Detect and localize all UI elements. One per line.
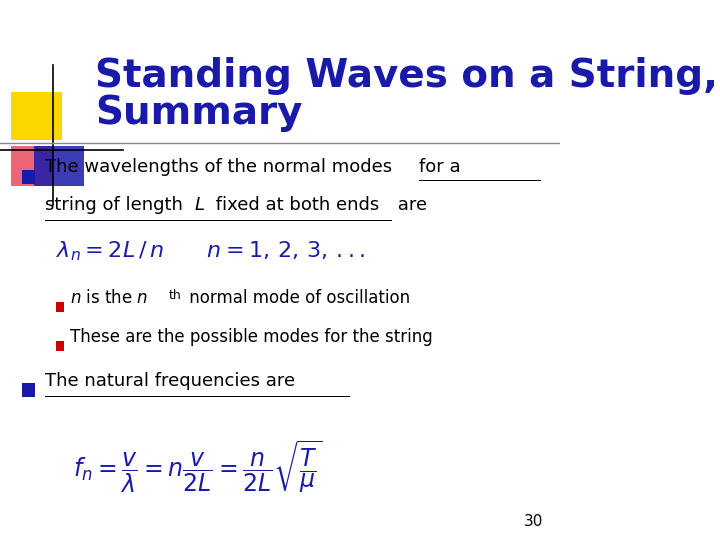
FancyBboxPatch shape: [12, 92, 62, 140]
Text: string of length: string of length: [45, 197, 189, 214]
Text: $\lambda_n = 2L\,/\,n \qquad n = 1,\,2,\,3,\,...$: $\lambda_n = 2L\,/\,n \qquad n = 1,\,2,\…: [56, 239, 365, 263]
Text: fixed at both ends: fixed at both ends: [210, 197, 379, 214]
FancyBboxPatch shape: [22, 383, 35, 397]
Text: L: L: [195, 197, 205, 214]
Text: $f_n = \dfrac{v}{\lambda} = n\dfrac{v}{2L} = \dfrac{n}{2L}\sqrt{\dfrac{T}{\mu}}$: $f_n = \dfrac{v}{\lambda} = n\dfrac{v}{2…: [73, 439, 323, 496]
Text: are: are: [392, 197, 427, 214]
Text: These are the possible modes for the string: These are the possible modes for the str…: [70, 328, 433, 346]
Text: The natural frequencies are: The natural frequencies are: [45, 373, 295, 390]
FancyBboxPatch shape: [22, 170, 35, 184]
FancyBboxPatch shape: [12, 146, 53, 186]
Text: $n$ is the $n$: $n$ is the $n$: [70, 289, 148, 307]
FancyBboxPatch shape: [45, 396, 350, 397]
FancyBboxPatch shape: [34, 146, 84, 186]
Text: th: th: [169, 289, 182, 302]
FancyBboxPatch shape: [45, 220, 392, 221]
Text: for a: for a: [419, 158, 461, 176]
Text: Summary: Summary: [95, 94, 302, 132]
Text: The wavelengths of the normal modes: The wavelengths of the normal modes: [45, 158, 397, 176]
FancyBboxPatch shape: [56, 341, 64, 351]
FancyBboxPatch shape: [56, 302, 64, 312]
Text: 30: 30: [524, 514, 544, 529]
Text: Standing Waves on a String,: Standing Waves on a String,: [95, 57, 719, 94]
Text: normal mode of oscillation: normal mode of oscillation: [184, 289, 410, 307]
FancyBboxPatch shape: [419, 180, 541, 181]
